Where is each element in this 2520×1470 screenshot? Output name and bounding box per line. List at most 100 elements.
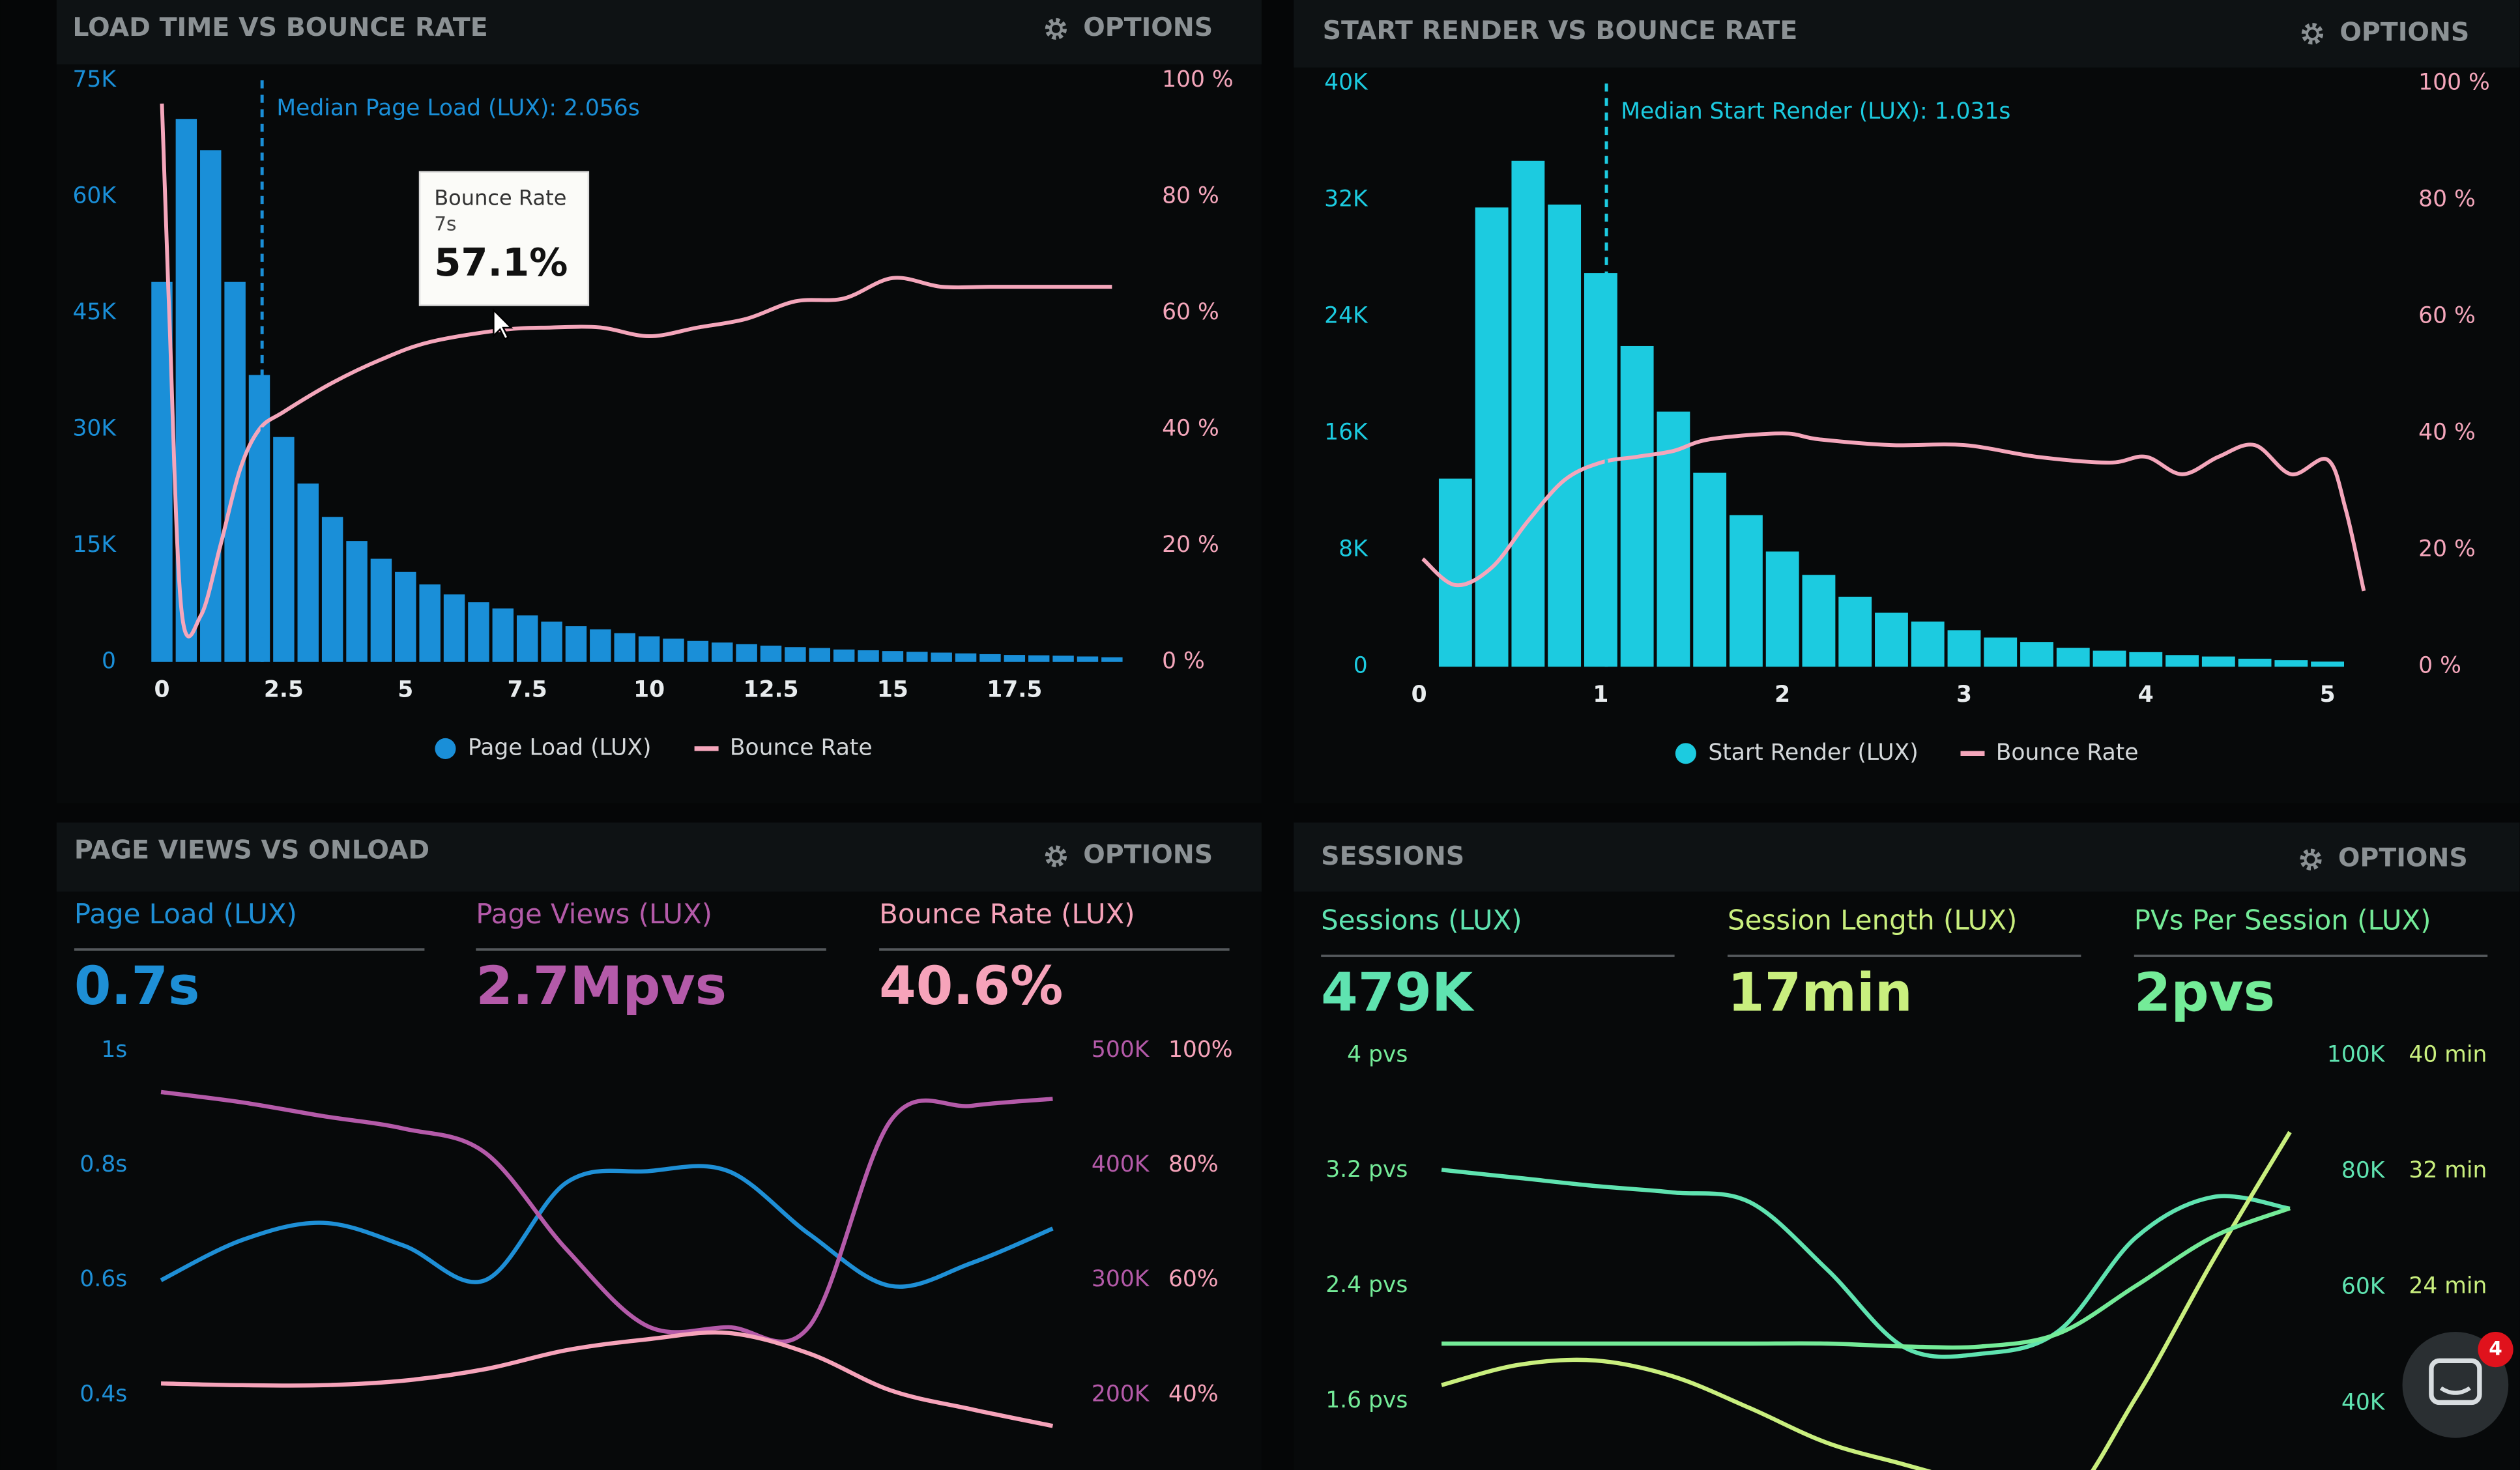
y-tick-label: 2.4 pvs: [1325, 1272, 1408, 1298]
histogram-bar: [590, 629, 611, 662]
y2-tick-label: 300K: [1092, 1266, 1150, 1292]
x-tick-label: 12.5: [743, 677, 798, 703]
x-tick-label: 1: [1593, 682, 1608, 708]
metric-value: 2pvs: [2134, 962, 2275, 1024]
x-tick-label: 2.5: [264, 677, 304, 703]
gear-icon: [2300, 848, 2322, 871]
histogram-bar: [443, 594, 465, 662]
y2-tick-label: 200K: [1092, 1381, 1150, 1407]
tooltip-subtitle: 7s: [434, 213, 456, 235]
legend-swatch: [435, 738, 456, 759]
histogram-bar: [297, 483, 319, 662]
metric-value: 0.7s: [74, 955, 200, 1017]
histogram-bar: [565, 626, 587, 662]
y-tick-label: 8K: [1339, 536, 1369, 562]
histogram-bar: [760, 645, 782, 662]
legend-label: Start Render (LUX): [1708, 740, 1918, 766]
panel: [1294, 822, 2520, 1470]
histogram-bar: [1052, 656, 1074, 662]
histogram-bar: [1875, 612, 1908, 667]
histogram-bar: [1438, 478, 1472, 667]
y-tick-label: 0.4s: [80, 1381, 127, 1407]
legend-swatch: [1675, 743, 1696, 764]
legend-label: Page Load (LUX): [468, 734, 652, 760]
metric-label: Session Length (LUX): [1728, 904, 2017, 936]
series-line: [160, 1164, 1054, 1289]
histogram-bar: [2311, 661, 2345, 667]
histogram-bar: [663, 639, 684, 662]
histogram-bar: [1584, 273, 1617, 667]
histogram-bar: [2201, 656, 2235, 667]
y3-tick-label: 32 min: [2409, 1157, 2487, 1183]
options-button[interactable]: OPTIONS: [2339, 17, 2469, 47]
x-tick-label: 3: [1956, 682, 1972, 708]
y-tick-label: 45K: [72, 299, 117, 325]
y-tick-label: 15K: [72, 532, 117, 558]
x-tick-label: 7.5: [508, 677, 547, 703]
y-tick-label: 0.6s: [80, 1266, 127, 1292]
histogram-bar: [541, 621, 562, 662]
series-line: [160, 1330, 1054, 1428]
histogram-bar: [200, 150, 222, 662]
y2-tick-label: 100 %: [1162, 66, 1234, 93]
panel-title: PAGE VIEWS VS ONLOAD: [74, 835, 429, 865]
options-button[interactable]: OPTIONS: [1083, 840, 1213, 870]
y2-tick-label: 100K: [2327, 1041, 2386, 1067]
x-tick-label: 4: [2138, 682, 2154, 708]
histogram-bar: [1730, 515, 1763, 667]
y3-tick-label: 40 min: [2409, 1041, 2487, 1067]
bounce-line: [1421, 431, 2366, 592]
options-button[interactable]: OPTIONS: [2338, 843, 2468, 873]
panel-title: SESSIONS: [1321, 841, 1464, 871]
histogram-bar: [2238, 658, 2272, 667]
y3-tick-label: 60%: [1168, 1266, 1219, 1292]
histogram-bar: [833, 649, 855, 662]
y2-tick-label: 20 %: [2418, 536, 2476, 562]
metric-label: Page Load (LUX): [74, 898, 297, 930]
panel: [56, 822, 1262, 1470]
histogram-bar: [1548, 204, 1582, 667]
histogram-bar: [273, 437, 295, 662]
histogram-bar: [1802, 575, 1836, 667]
y3-tick-label: 100%: [1168, 1037, 1233, 1063]
gear-icon: [2301, 23, 2324, 45]
metric-value: 40.6%: [879, 955, 1063, 1017]
metric-label: Page Views (LUX): [476, 898, 712, 930]
y2-tick-label: 20 %: [1162, 532, 1219, 558]
y-tick-label: 4 pvs: [1347, 1041, 1408, 1067]
y-tick-label: 75K: [72, 66, 117, 93]
cursor: [493, 308, 514, 340]
y-tick-label: 16K: [1324, 420, 1369, 446]
series-line: [1441, 1206, 2291, 1350]
histogram-bar: [1511, 160, 1545, 667]
chat-icon-smile: [2439, 1386, 2471, 1395]
histogram-bar: [1947, 630, 1981, 667]
series-line: [1441, 1168, 2291, 1359]
tooltip-value: 57.1%: [434, 240, 568, 285]
y2-tick-label: 400K: [1092, 1151, 1150, 1177]
y3-tick-label: 40%: [1168, 1381, 1219, 1407]
chat-icon: [2429, 1358, 2482, 1405]
series-line: [1441, 1131, 2292, 1470]
chat-widget[interactable]: 4: [2402, 1331, 2513, 1438]
y2-tick-label: 40 %: [1162, 415, 1219, 441]
options-button[interactable]: OPTIONS: [1083, 12, 1213, 42]
histogram-bar: [931, 652, 952, 662]
panel-title: LOAD TIME VS BOUNCE RATE: [72, 12, 487, 42]
histogram-bar: [1101, 657, 1123, 662]
histogram-bar: [346, 541, 368, 662]
y2-tick-label: 0 %: [2418, 653, 2461, 679]
gear-icon-hub: [1049, 22, 1063, 36]
metric-label: Sessions (LUX): [1321, 904, 1522, 936]
histogram-bar: [736, 644, 757, 662]
y2-tick-label: 80 %: [2418, 186, 2476, 212]
histogram-bar: [492, 608, 514, 662]
histogram-bar: [882, 651, 904, 662]
panel-title: START RENDER VS BOUNCE RATE: [1323, 16, 1798, 46]
histogram-bar: [906, 652, 928, 662]
chat-badge: [2478, 1331, 2513, 1368]
metric-value: 479K: [1321, 962, 1475, 1024]
y-tick-label: 0: [102, 648, 116, 674]
y-tick-label: 32K: [1324, 186, 1369, 212]
